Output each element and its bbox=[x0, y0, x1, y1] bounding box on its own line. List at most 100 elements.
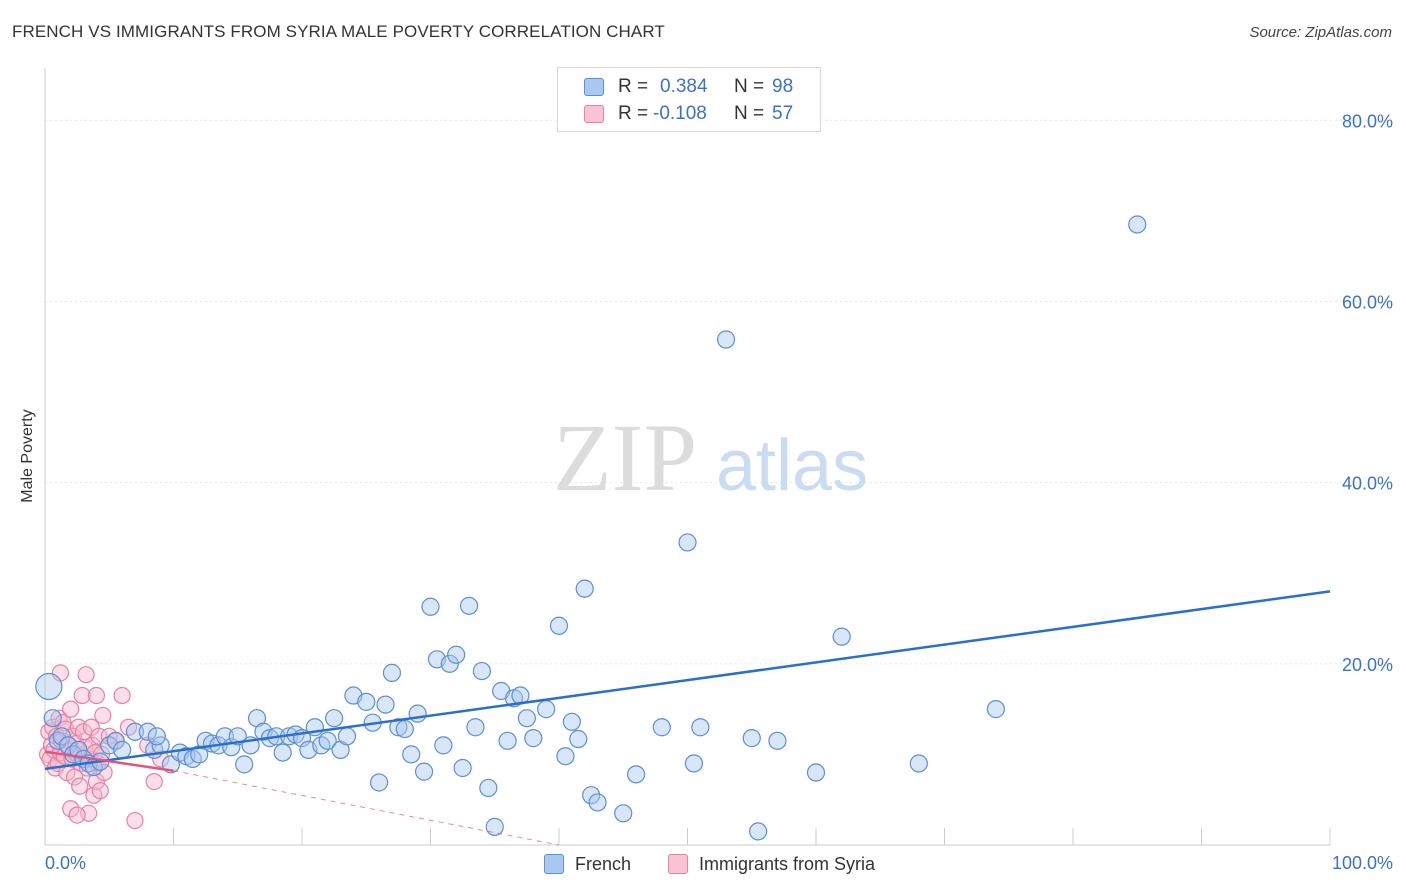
point-french bbox=[395, 719, 414, 739]
legend-n-label: N = bbox=[734, 103, 765, 124]
point-french bbox=[370, 773, 389, 792]
point-french bbox=[626, 765, 646, 784]
trend-line-french bbox=[44, 590, 1331, 771]
point-syria bbox=[68, 806, 86, 824]
legend-swatch-syria bbox=[584, 105, 604, 123]
point-french bbox=[806, 763, 826, 782]
legend-swatch-french bbox=[584, 78, 604, 96]
point-french bbox=[69, 740, 88, 759]
point-syria bbox=[73, 686, 91, 705]
point-french bbox=[389, 718, 408, 737]
point-syria bbox=[77, 666, 95, 684]
legend-box: R = 0.384 N = 98 R = -0.108 N = 57 bbox=[557, 67, 821, 132]
point-french bbox=[466, 718, 485, 737]
point-french bbox=[453, 758, 472, 778]
legend-swatch-french bbox=[544, 854, 564, 874]
point-french bbox=[684, 754, 704, 773]
point-french bbox=[376, 695, 395, 714]
legend-row-syria: R = -0.108 N = 57 bbox=[584, 102, 793, 126]
point-french bbox=[273, 743, 292, 762]
point-syria bbox=[62, 800, 80, 818]
point-french bbox=[556, 747, 575, 766]
point-french bbox=[498, 731, 517, 750]
point-french bbox=[742, 729, 761, 748]
point-french bbox=[414, 762, 434, 781]
point-french bbox=[447, 645, 466, 664]
point-syria bbox=[113, 686, 131, 705]
point-french bbox=[382, 663, 402, 682]
legend-label-syria: Immigrants from Syria bbox=[699, 853, 876, 874]
point-syria bbox=[71, 777, 89, 795]
trend-line-syria bbox=[44, 750, 174, 772]
point-french bbox=[434, 736, 453, 755]
point-french bbox=[472, 661, 491, 681]
point-french bbox=[909, 754, 928, 773]
point-french bbox=[440, 654, 459, 673]
point-french bbox=[549, 616, 569, 635]
watermark: ZIP atlas bbox=[553, 404, 868, 511]
point-french bbox=[408, 704, 427, 723]
point-syria bbox=[62, 700, 80, 718]
legend-r-label: R = bbox=[618, 76, 649, 97]
point-french bbox=[524, 729, 543, 748]
point-french bbox=[421, 597, 440, 616]
point-french bbox=[749, 822, 768, 841]
point-french bbox=[537, 700, 556, 719]
point-french bbox=[357, 692, 376, 711]
point-syria bbox=[152, 750, 170, 768]
point-french bbox=[402, 745, 421, 764]
point-french bbox=[337, 727, 357, 746]
point-french bbox=[678, 533, 697, 552]
legend-n-value: 57 bbox=[772, 103, 794, 124]
trend-line-syria-extension bbox=[173, 770, 560, 846]
watermark-atlas: atlas bbox=[716, 426, 868, 506]
y-tick-label: 40.0% bbox=[1342, 474, 1393, 494]
point-french bbox=[562, 712, 581, 731]
x-tick-label: 100.0% bbox=[1332, 853, 1393, 873]
point-french bbox=[652, 718, 671, 737]
point-french bbox=[768, 731, 787, 750]
point-french bbox=[459, 596, 479, 615]
point-french bbox=[112, 740, 132, 759]
point-french bbox=[575, 579, 594, 598]
point-syria bbox=[91, 782, 109, 800]
point-french bbox=[35, 672, 63, 701]
legend-n-label: N = bbox=[734, 76, 765, 97]
point-french bbox=[138, 722, 157, 741]
chart-title: FRENCH VS IMMIGRANTS FROM SYRIA MALE POV… bbox=[12, 22, 665, 41]
point-french bbox=[1128, 215, 1147, 234]
legend-n-value: 98 bbox=[772, 76, 794, 97]
legend-label-french: French bbox=[575, 853, 632, 874]
point-syria bbox=[86, 743, 104, 762]
point-syria bbox=[145, 772, 163, 791]
point-french bbox=[52, 727, 71, 746]
point-syria bbox=[95, 763, 113, 782]
source-label: Source: ZipAtlas.com bbox=[1249, 24, 1392, 41]
point-syria bbox=[126, 811, 144, 830]
legend-r-label: R = bbox=[618, 103, 649, 124]
y-tick-label: 80.0% bbox=[1342, 111, 1393, 131]
point-french bbox=[125, 722, 145, 741]
point-french bbox=[325, 709, 344, 728]
point-french bbox=[59, 736, 78, 755]
grid-lines bbox=[45, 119, 1392, 665]
legend-item-syria: Immigrants from Syria bbox=[668, 852, 875, 876]
point-french bbox=[106, 731, 125, 750]
legend-swatch-syria bbox=[668, 854, 688, 874]
point-syria bbox=[69, 718, 88, 736]
series-french-points bbox=[35, 215, 1147, 841]
point-french bbox=[517, 709, 536, 728]
legend-item-french: French bbox=[544, 852, 631, 876]
point-french bbox=[43, 709, 62, 728]
point-french bbox=[832, 627, 851, 646]
point-french bbox=[588, 793, 607, 812]
point-french bbox=[318, 731, 337, 750]
point-french bbox=[582, 786, 601, 805]
point-french bbox=[614, 804, 633, 823]
point-french bbox=[147, 727, 166, 746]
point-french bbox=[716, 330, 736, 349]
point-french bbox=[479, 778, 498, 798]
y-tick-label: 60.0% bbox=[1342, 292, 1393, 312]
trend-lines bbox=[44, 590, 1331, 846]
